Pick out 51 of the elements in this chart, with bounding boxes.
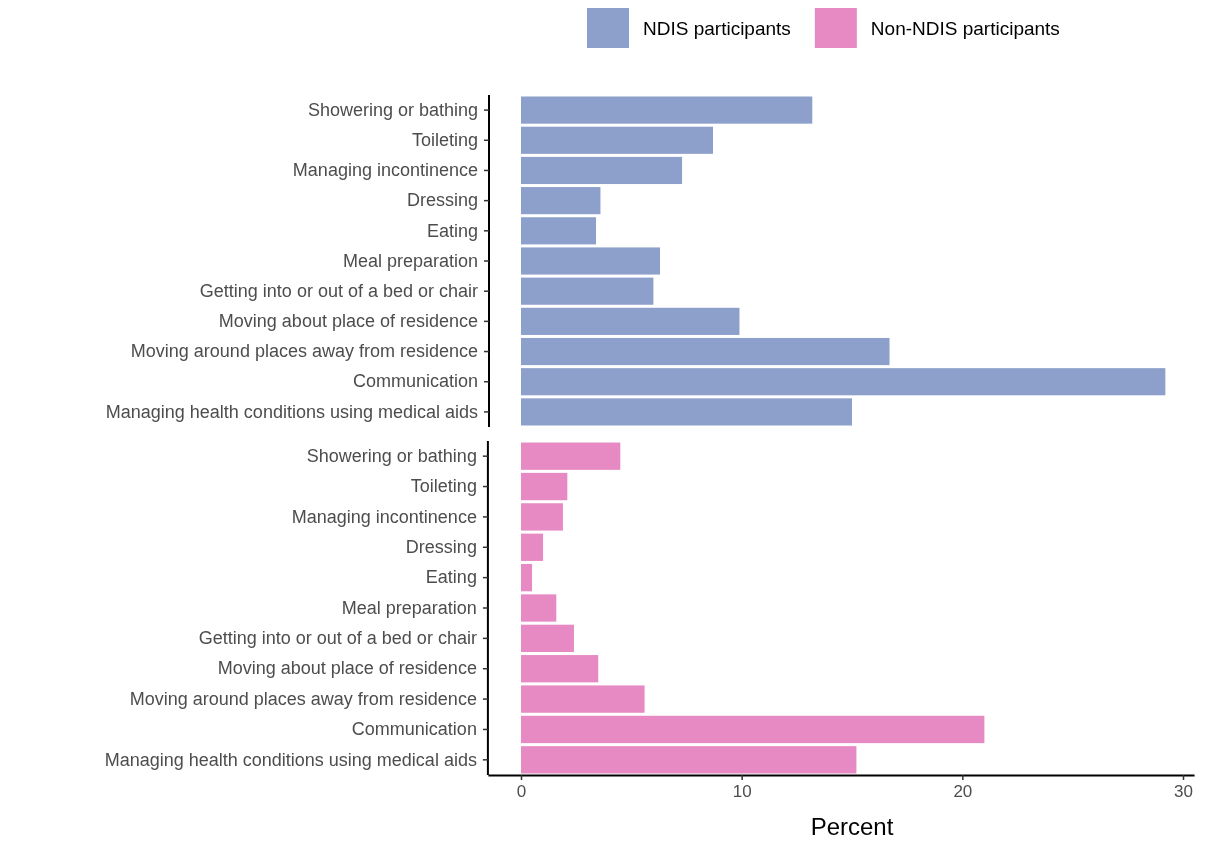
y-tick-label: Communication [352, 371, 478, 392]
bar [521, 156, 683, 185]
y-tick-label: Getting into or out of a bed or chair [199, 280, 478, 301]
legend-label: Non-NDIS participants [870, 18, 1060, 39]
bar [521, 655, 599, 683]
y-tick-label: Moving about place of residence [217, 658, 477, 679]
legend-label: NDIS participants [643, 18, 791, 39]
bar [521, 594, 557, 622]
bar [521, 247, 661, 275]
bar [521, 337, 890, 366]
bar [521, 563, 533, 592]
bar [521, 442, 621, 470]
y-tick-label: Managing health conditions using medical aids [104, 749, 477, 770]
y-tick-label: Eating [426, 220, 478, 241]
y-tick-label: Moving around places away from residence [129, 688, 477, 709]
y-tick-label: Meal preparation [341, 597, 477, 618]
y-tick-label: Eating [425, 567, 477, 588]
y-tick-label: Dressing [405, 537, 477, 558]
x-axis-title: Percent [810, 813, 894, 840]
y-tick-label: Getting into or out of a bed or chair [198, 628, 477, 649]
x-tick-label: 30 [1174, 782, 1193, 802]
x-tick-label: 0 [516, 782, 527, 802]
bar [521, 624, 574, 653]
bar [521, 746, 857, 774]
bar [521, 277, 654, 305]
y-tick-label: Managing health conditions using medical aids [105, 401, 478, 422]
y-tick-label: Showering or bathing [306, 445, 477, 466]
bar [521, 307, 740, 335]
bar [521, 96, 813, 124]
bar [521, 126, 713, 154]
bar [521, 685, 645, 713]
bar [521, 503, 563, 531]
bar [521, 533, 544, 561]
bar [521, 187, 601, 215]
y-tick-label: Toileting [411, 130, 478, 151]
bar [521, 715, 985, 744]
x-tick-label: 20 [953, 782, 973, 802]
bar [521, 472, 568, 501]
bar [521, 398, 852, 426]
x-tick-label: 10 [732, 782, 752, 802]
y-tick-label: Moving around places away from residence [130, 341, 478, 362]
y-tick-label: Managing incontinence [292, 160, 478, 181]
bar [521, 368, 1166, 396]
y-tick-label: Toileting [410, 476, 477, 497]
y-tick-label: Showering or bathing [307, 99, 478, 120]
y-tick-label: Managing incontinence [291, 506, 477, 527]
y-tick-label: Dressing [406, 190, 478, 211]
y-tick-label: Communication [351, 719, 477, 740]
y-tick-label: Meal preparation [342, 250, 478, 271]
y-tick-label: Moving about place of residence [218, 311, 478, 332]
bar [521, 217, 597, 245]
